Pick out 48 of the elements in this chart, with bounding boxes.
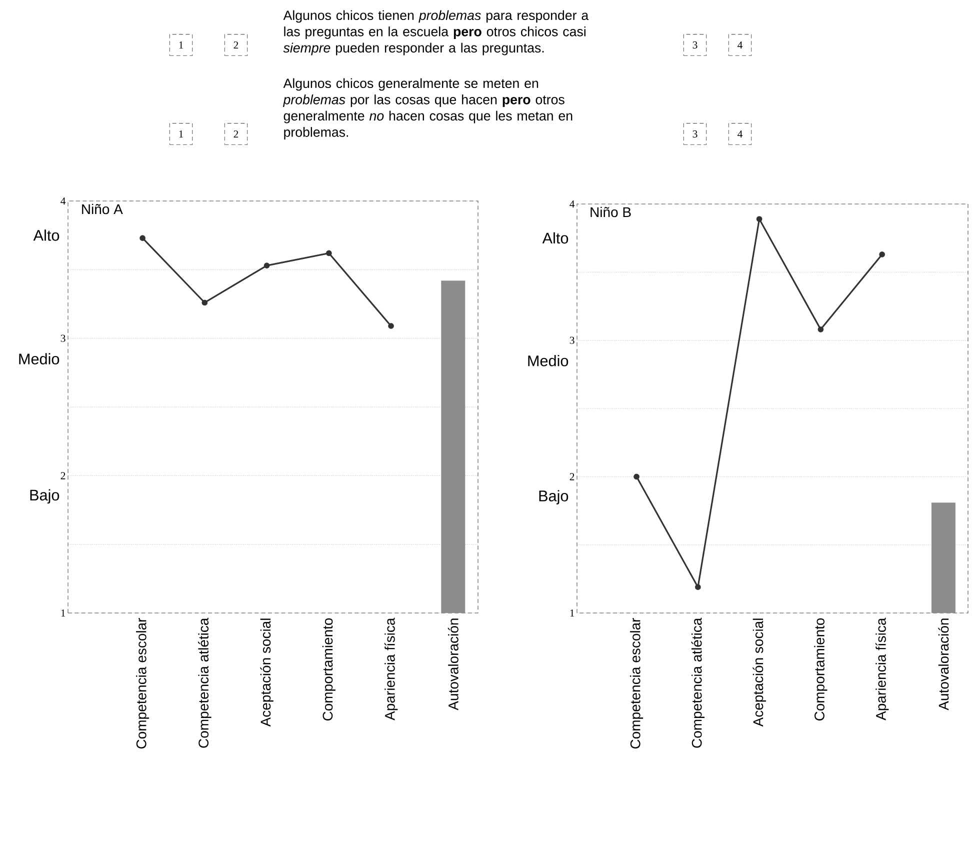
point: [388, 323, 394, 329]
point: [326, 250, 332, 256]
x-tick-label: Aceptación social: [752, 618, 766, 727]
y-tick-label: 1: [61, 609, 66, 617]
text: Alto: [33, 230, 60, 241]
x-tick-label: Aceptación social: [260, 618, 274, 727]
text: Alto: [542, 232, 568, 244]
text: Medio: [528, 355, 568, 366]
text: 2: [234, 41, 238, 49]
text: Algunos chicos generalmente se meten en problemas por las cosas que hacen pero otros generalmente no hacen cosas que les metan en problemas.: [282, 78, 572, 140]
text: Bajo: [30, 489, 60, 504]
x-tick-label: Competencia atlética: [198, 618, 212, 748]
text: 1: [179, 41, 184, 49]
point: [140, 235, 146, 242]
x-tick-label: Competencia atlética: [691, 618, 705, 748]
y-tick-label: 3: [570, 336, 574, 344]
point: [634, 474, 640, 480]
text: 3: [692, 130, 698, 138]
text: 4: [738, 41, 743, 49]
y-tick-label: 2: [570, 473, 574, 480]
text: 2: [234, 130, 238, 138]
point: [264, 262, 270, 268]
y-tick-label: 1: [570, 609, 574, 617]
text: Medio: [19, 353, 60, 364]
text: Bajo: [539, 490, 568, 504]
y-tick-label: 3: [60, 334, 66, 342]
chart-title: Niño A: [82, 204, 123, 214]
text: 4: [738, 130, 743, 138]
x-tick-label: Autovaloración: [448, 618, 458, 710]
text: 3: [692, 41, 698, 49]
point: [756, 216, 762, 222]
text: 1: [179, 130, 184, 138]
chart-title: Niño B: [590, 206, 631, 218]
y-tick-label: 2: [60, 472, 66, 480]
point: [694, 584, 701, 590]
x-tick-label: Comportamiento: [322, 618, 336, 720]
x-tick-label: Competencia escolar: [630, 618, 644, 749]
x-tick-label: Apariencia física: [875, 618, 889, 720]
y-tick-label: 4: [570, 200, 575, 208]
x-tick-label: Apariencia física: [384, 618, 398, 720]
point: [818, 326, 824, 332]
x-tick-label: Comportamiento: [814, 618, 828, 720]
x-tick-label: Competencia escolar: [136, 618, 150, 749]
point: [202, 300, 208, 306]
text: Algunos chicos tienen problemas para responder a las preguntas en la escuela pero otros chicos casi siempre pueden responder a las preguntas.: [283, 10, 589, 56]
y-tick-label: 4: [60, 197, 66, 205]
point: [879, 252, 886, 258]
x-tick-label: Autovaloración: [938, 618, 949, 710]
